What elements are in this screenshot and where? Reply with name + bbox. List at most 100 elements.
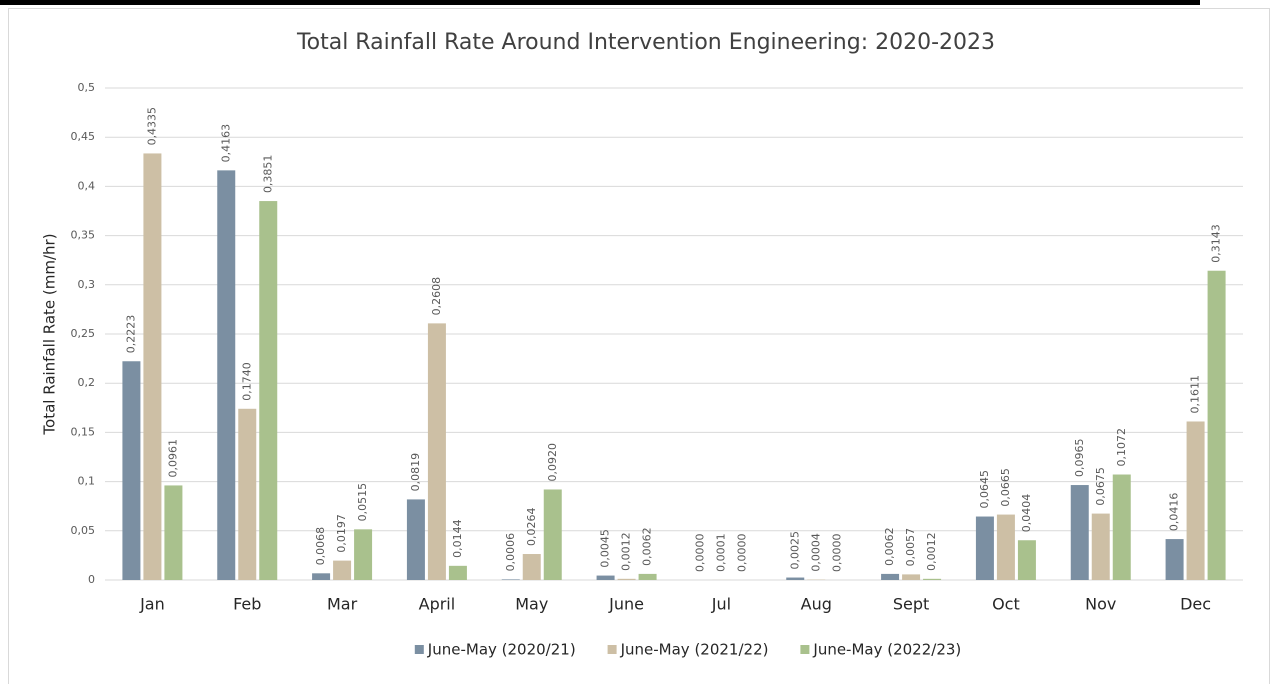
legend-swatch [800,645,810,654]
bar [122,361,141,580]
bar [312,573,331,580]
bar [996,514,1015,580]
y-tick-label: 0,4 [78,179,96,192]
x-tick-label: Nov [1085,595,1116,614]
bar [164,485,183,580]
y-axis-title: Total Rainfall Rate (mm/hr) [41,233,59,435]
legend-label: June-May (2021/22) [620,641,769,659]
bar [975,516,994,580]
data-label: 0,0057 [904,528,917,567]
bar [217,170,236,581]
data-label: 0,0000 [830,534,843,573]
data-label: 0,0144 [451,519,464,558]
y-tick-label: 0,1 [78,475,96,488]
y-tick-label: 0,05 [71,524,96,537]
x-tick-label: June [608,595,644,614]
bar [354,529,373,580]
data-label: 0,0965 [1073,439,1086,478]
y-tick-label: 0,25 [71,327,96,340]
data-label: 0,1611 [1189,375,1202,414]
data-label: 0,0012 [925,532,938,571]
data-label: 0,0000 [693,534,706,573]
x-tick-label: April [419,595,456,614]
data-label: 0,0920 [546,443,559,482]
data-label: 0,0012 [620,532,633,571]
bar [902,574,921,580]
x-tick-label: Jan [139,595,165,614]
bar [333,560,352,580]
data-label: 0,0004 [809,533,822,572]
data-label: 0,0675 [1094,467,1107,506]
legend-label: June-May (2020/21) [427,641,576,659]
data-label: 0,2608 [430,277,443,316]
top-bar [0,0,1200,5]
data-label: 0,1740 [240,362,253,401]
y-tick-label: 0,35 [71,229,96,242]
data-label: 0,0068 [314,527,327,566]
bar [543,489,562,580]
bar [923,578,942,580]
data-label: 0,0025 [788,531,801,570]
bar [259,201,278,581]
y-tick-label: 0,5 [78,81,96,94]
bar [448,565,467,580]
data-label: 0,0264 [525,508,538,547]
bar [638,573,657,580]
chart-title: Total Rainfall Rate Around Intervention … [296,30,995,55]
legend-swatch [607,645,617,654]
data-label: 0,4163 [219,124,232,163]
bar [1112,474,1131,580]
x-tick-label: Jul [711,595,731,614]
bar [238,408,257,580]
x-tick-label: Sept [893,595,929,614]
bar [617,578,636,580]
data-label: 0,0819 [409,453,422,492]
x-tick-label: Dec [1180,595,1211,614]
data-label: 0,0416 [1168,493,1181,532]
y-tick-label: 0,15 [71,425,96,438]
x-tick-label: Feb [233,595,261,614]
bar [1186,421,1205,580]
y-tick-label: 0 [88,573,95,586]
legend-swatch [414,645,424,654]
data-label: 0,3143 [1210,224,1223,263]
data-label: 0,0515 [356,483,369,522]
data-label: 0,3851 [261,155,274,194]
data-label: 0,0062 [641,527,654,566]
data-label: 0,1072 [1115,428,1128,467]
bar [427,323,446,580]
data-label: 0,0045 [599,529,612,568]
x-tick-label: Oct [992,595,1020,614]
bar [1070,485,1089,580]
x-tick-label: Mar [327,595,358,614]
chart-frame [8,8,1270,684]
bar [143,153,162,580]
bar [881,573,900,580]
data-label: 0,0062 [883,527,896,566]
bar [406,499,425,580]
data-label: 0,2223 [124,315,137,354]
legend-label: June-May (2022/23) [812,641,961,659]
bar [1091,513,1110,580]
bar [786,577,805,580]
data-label: 0,0197 [335,514,348,553]
y-tick-label: 0,3 [78,278,96,291]
x-tick-label: May [515,595,548,614]
data-label: 0,0404 [1020,494,1033,533]
data-label: 0,0000 [735,534,748,573]
bar [522,554,541,580]
data-label: 0,0645 [978,470,991,509]
data-label: 0,0006 [504,533,517,572]
data-label: 0,0665 [999,468,1012,507]
x-tick-label: Aug [801,595,832,614]
bar [1017,540,1036,580]
bar [501,579,520,580]
y-tick-label: 0,45 [71,130,96,143]
y-tick-label: 0,2 [78,376,96,389]
bar [1165,539,1184,580]
bar [1207,270,1226,580]
data-label: 0,0961 [166,439,179,478]
data-label: 0,4335 [145,107,158,146]
